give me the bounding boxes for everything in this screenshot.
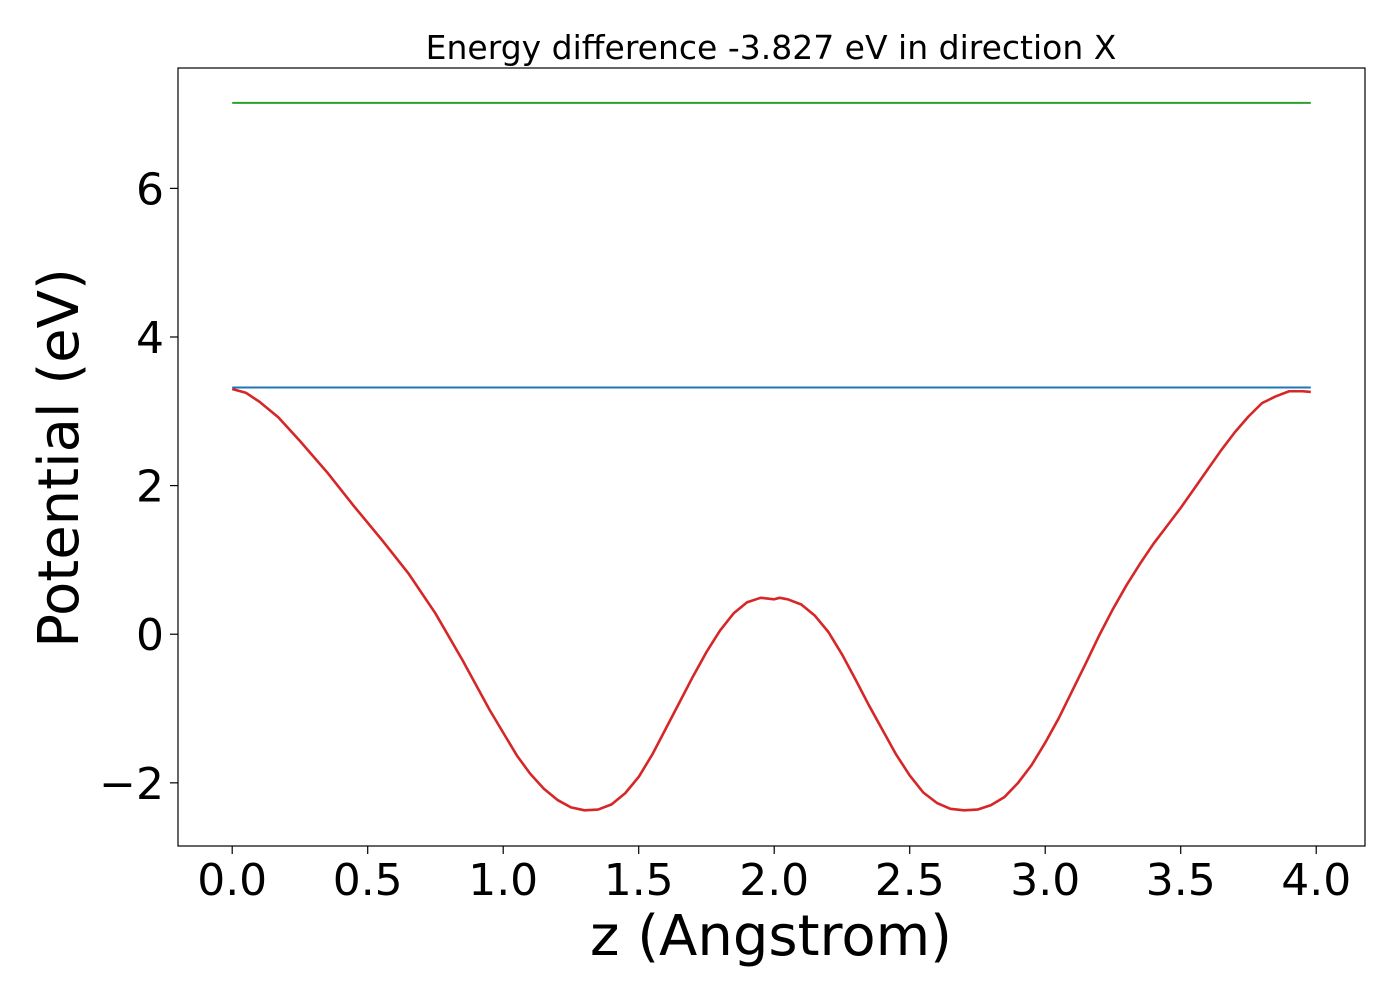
series-layer (231, 101, 1311, 812)
x-tick-label: 2.0 (739, 855, 809, 906)
x-tick-label: 1.5 (604, 855, 674, 906)
x-tick-label: 4.0 (1281, 855, 1351, 906)
y-tick-label: 4 (136, 313, 164, 364)
y-tick-label: −2 (99, 759, 164, 810)
chart-title: Energy difference -3.827 eV in direction… (426, 28, 1117, 67)
y-tick-label: 6 (136, 164, 164, 215)
x-tick-label: 0.0 (197, 855, 267, 906)
x-tick-label: 3.0 (1010, 855, 1080, 906)
x-axis-label: z (Angstrom) (590, 904, 952, 969)
x-tick-label: 3.5 (1146, 855, 1216, 906)
plot-area-frame (177, 67, 1366, 847)
series-line-2 (231, 387, 1311, 812)
x-tick-label: 2.5 (875, 855, 945, 906)
y-axis: −2 0 2 4 6 (99, 164, 178, 810)
y-tick-label: 2 (136, 462, 164, 513)
y-tick-label: 0 (136, 610, 164, 661)
x-tick-label: 0.5 (333, 855, 403, 906)
x-axis: 0.0 0.5 1.0 1.5 2.0 2.5 3.0 3.5 4.0 (197, 846, 1351, 906)
y-axis-label: Potential (eV) (27, 268, 92, 648)
x-tick-label: 1.0 (468, 855, 538, 906)
